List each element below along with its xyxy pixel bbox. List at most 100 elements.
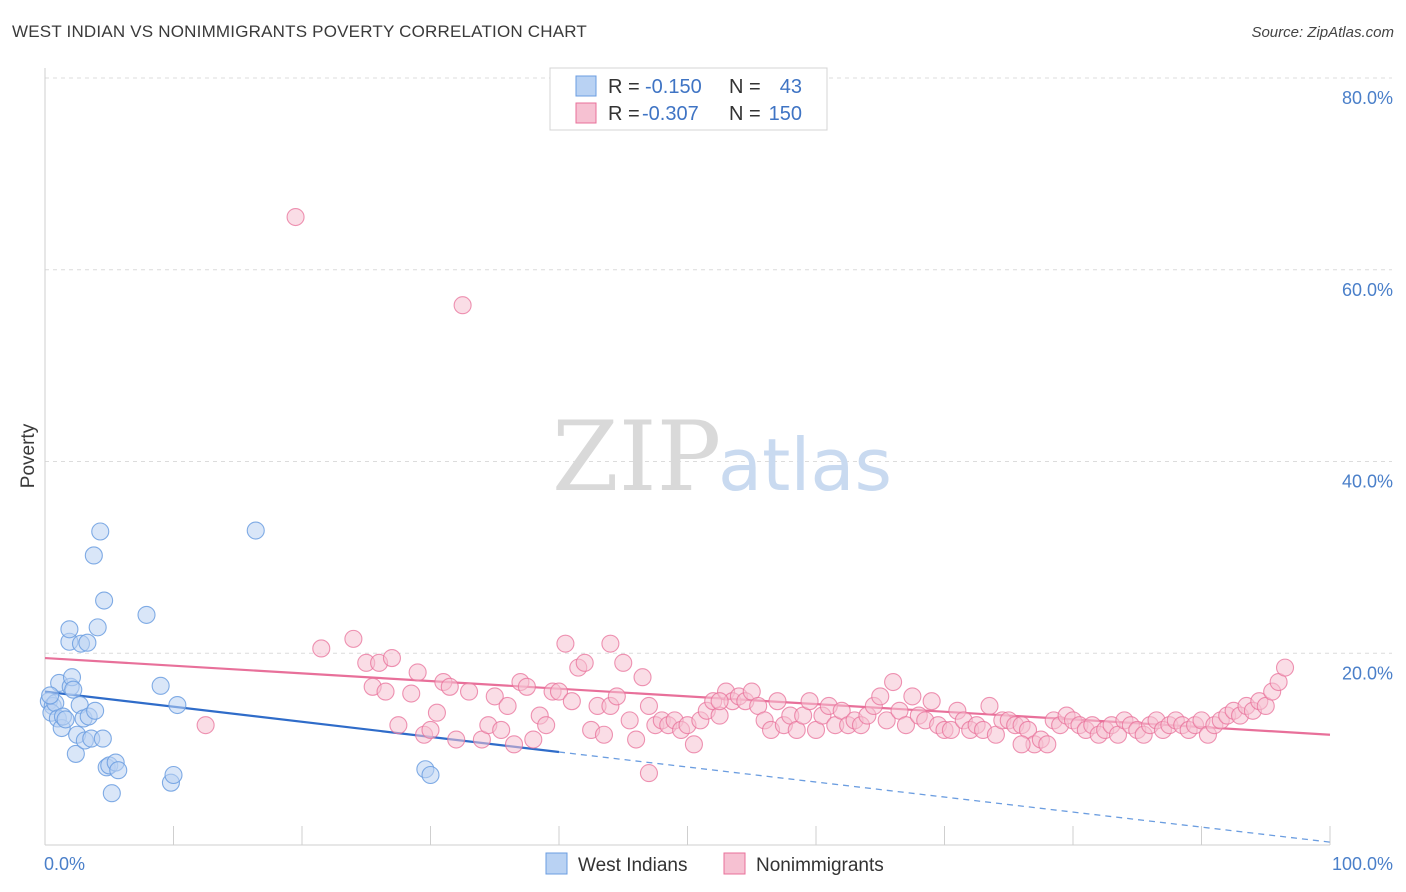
nonimmigrants-point <box>922 692 941 711</box>
nonimmigrants-point <box>389 716 408 735</box>
nonimmigrants-point <box>440 677 459 696</box>
nonimmigrants-point <box>633 668 652 687</box>
nonimmigrants-point <box>344 629 363 648</box>
west-indians-point <box>84 546 103 565</box>
nonimmigrants-point <box>427 703 446 722</box>
nonimmigrants-point <box>562 692 581 711</box>
west-indians-point <box>246 521 265 540</box>
west-indians-point <box>151 676 170 695</box>
nonimmigrants-point <box>402 684 421 703</box>
legend-n-label-1: N = <box>729 76 761 98</box>
legend-r-label-1: R = <box>608 76 640 98</box>
nonimmigrants-point <box>614 653 633 672</box>
nonimmigrants-point <box>627 730 646 749</box>
nonimmigrants-point <box>980 696 999 716</box>
west-indians-point <box>109 761 128 780</box>
nonimmigrants-point <box>196 716 215 735</box>
nonimmigrants-point <box>1038 735 1057 754</box>
y-tick-label: 40.0% <box>1342 472 1393 492</box>
nonimmigrants-point <box>537 716 556 735</box>
nonimmigrants-point <box>575 653 594 672</box>
series-swatch-west-indians <box>545 852 568 875</box>
nonimmigrants-point <box>710 692 729 711</box>
nonimmigrants-point <box>382 648 402 668</box>
nonimmigrants-point <box>601 634 620 653</box>
nonimmigrants-point <box>498 696 517 716</box>
west-indians-point <box>66 744 85 763</box>
y-tick-label: 20.0% <box>1342 663 1393 683</box>
nonimmigrants-point <box>639 696 659 716</box>
axes <box>44 68 1331 846</box>
west-indians-point <box>137 605 156 624</box>
west-indians-point <box>164 765 183 785</box>
watermark-zip: ZIP <box>552 401 721 513</box>
nonimmigrants-point <box>607 687 626 706</box>
nonimmigrants-point <box>453 296 472 315</box>
y-tick-label: 60.0% <box>1342 280 1393 300</box>
chart-title: WEST INDIAN VS NONIMMIGRANTS POVERTY COR… <box>12 22 588 41</box>
legend-swatch-blue <box>575 75 597 97</box>
west-indians-point <box>421 765 440 785</box>
nonimmigrants-point <box>408 663 427 682</box>
west-indians-point <box>88 618 107 637</box>
nonimmigrants-point <box>639 764 659 783</box>
legend-r-label-2: R = <box>608 103 640 125</box>
nonimmigrants-point <box>903 687 922 706</box>
x-tick-label-max: 100.0% <box>1332 854 1393 874</box>
nonimmigrants-point <box>447 730 466 749</box>
legend-swatch-pink <box>575 102 597 124</box>
y-tick-label: 80.0% <box>1342 88 1393 108</box>
legend-n-label-2: N = <box>729 103 761 125</box>
west-indians-point <box>93 729 112 748</box>
west-indians-point <box>64 680 83 699</box>
west-indians-point <box>60 620 79 639</box>
series-label-west-indians: West Indians <box>578 855 687 876</box>
series-label-nonimmigrants: Nonimmigrants <box>756 855 884 876</box>
nonimmigrants-point <box>768 692 787 711</box>
west-indians-point <box>168 695 187 715</box>
nonimmigrants-points <box>196 207 1295 783</box>
nonimmigrants-point <box>941 720 960 740</box>
tick-labels: 20.0% 40.0% 60.0% 80.0% 0.0% 100.0% <box>44 88 1393 874</box>
nonimmigrants-point <box>549 682 569 701</box>
nonimmigrants-point <box>492 720 511 740</box>
stats-legend: R = -0.150 N = 43 R = -0.307 N = 150 <box>549 67 828 131</box>
x-tick-label-min: 0.0% <box>44 854 85 874</box>
nonimmigrants-point <box>684 735 703 754</box>
nonimmigrants-point <box>517 677 536 696</box>
west-indians-point <box>95 591 114 610</box>
nonimmigrants-point <box>877 711 896 730</box>
legend-r-value-2: -0.307 <box>642 103 699 125</box>
legend-n-value-1: 43 <box>780 76 802 98</box>
west-indians-point <box>91 522 110 541</box>
west-indians-point <box>78 633 97 652</box>
watermark-atlas: atlas <box>718 423 892 507</box>
nonimmigrants-point <box>504 735 524 754</box>
y-axis-label: Poverty <box>18 423 39 488</box>
nonimmigrants-point <box>896 716 916 735</box>
nonimmigrants-point <box>524 730 543 749</box>
west-indians-point <box>56 710 75 729</box>
nonimmigrants-point <box>286 207 305 227</box>
nonimmigrants-point <box>1275 658 1295 677</box>
gridlines <box>45 77 1392 654</box>
west-indians-point <box>86 701 105 720</box>
nonimmigrants-point <box>312 639 331 658</box>
nonimmigrants-point <box>871 687 890 706</box>
series-swatch-nonimmigrants <box>723 852 746 875</box>
nonimmigrants-point <box>376 682 395 701</box>
nonimmigrants-point <box>421 720 440 740</box>
nonimmigrants-point <box>620 711 639 730</box>
series-legend: West Indians Nonimmigrants <box>545 852 884 876</box>
nonimmigrants-point <box>485 687 504 706</box>
source-credit: Source: ZipAtlas.com <box>1251 24 1394 41</box>
west-indians-points <box>39 521 440 803</box>
nonimmigrants-point <box>594 725 614 744</box>
nonimmigrants-point <box>884 672 903 692</box>
west-indians-trend-extension <box>558 751 1331 843</box>
legend-n-value-2: 150 <box>769 103 802 125</box>
nonimmigrants-point <box>459 682 479 701</box>
west-indians-point <box>41 686 60 705</box>
legend-r-value-1: -0.150 <box>645 76 702 98</box>
